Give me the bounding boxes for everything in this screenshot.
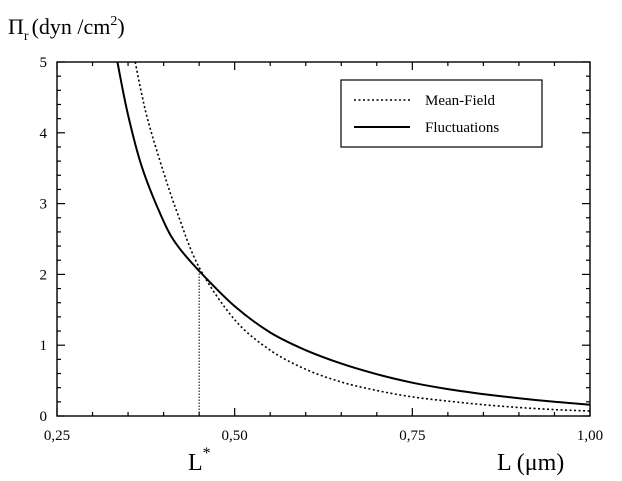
minor-ticks bbox=[57, 62, 590, 416]
l-star-letter: L bbox=[188, 450, 203, 476]
y-tick-label: 5 bbox=[40, 55, 48, 71]
plot-frame bbox=[56, 61, 591, 417]
y-tick-label: 4 bbox=[40, 126, 48, 142]
legend: Mean-Field Fluctuations bbox=[340, 79, 543, 148]
x-axis-ticks: 0,25 0,50 0,75 1,00 bbox=[44, 62, 603, 444]
title-units: (dyn /cm bbox=[32, 14, 111, 39]
y-tick-label: 0 bbox=[40, 409, 48, 425]
chart-title: Πr (dyn /cm2) bbox=[8, 14, 125, 44]
x-axis-title: L (μm) bbox=[497, 450, 564, 476]
x-tick-label: 0,25 bbox=[44, 428, 70, 444]
series-line-mean-field bbox=[134, 61, 591, 412]
title-main: Π bbox=[8, 14, 24, 39]
x-tick-label: 0,75 bbox=[399, 428, 425, 444]
y-tick-label: 2 bbox=[40, 267, 48, 283]
series-line-fluctuations bbox=[116, 61, 591, 406]
legend-box bbox=[340, 79, 543, 148]
l-star-superscript: * bbox=[203, 445, 211, 462]
y-tick-label: 1 bbox=[40, 338, 48, 354]
y-tick-label: 3 bbox=[40, 197, 48, 213]
x-tick-label: 0,50 bbox=[222, 428, 248, 444]
title-superscript: 2 bbox=[110, 14, 117, 29]
legend-label-fluctuations: Fluctuations bbox=[425, 120, 499, 136]
l-star-label: L* bbox=[188, 445, 211, 476]
title-close: ) bbox=[117, 14, 124, 39]
y-axis-ticks: 0 1 2 3 4 5 bbox=[40, 55, 590, 425]
x-tick-label: 1,00 bbox=[577, 428, 603, 444]
title-subscript: r bbox=[24, 29, 29, 44]
legend-label-mean-field: Mean-Field bbox=[425, 93, 495, 109]
